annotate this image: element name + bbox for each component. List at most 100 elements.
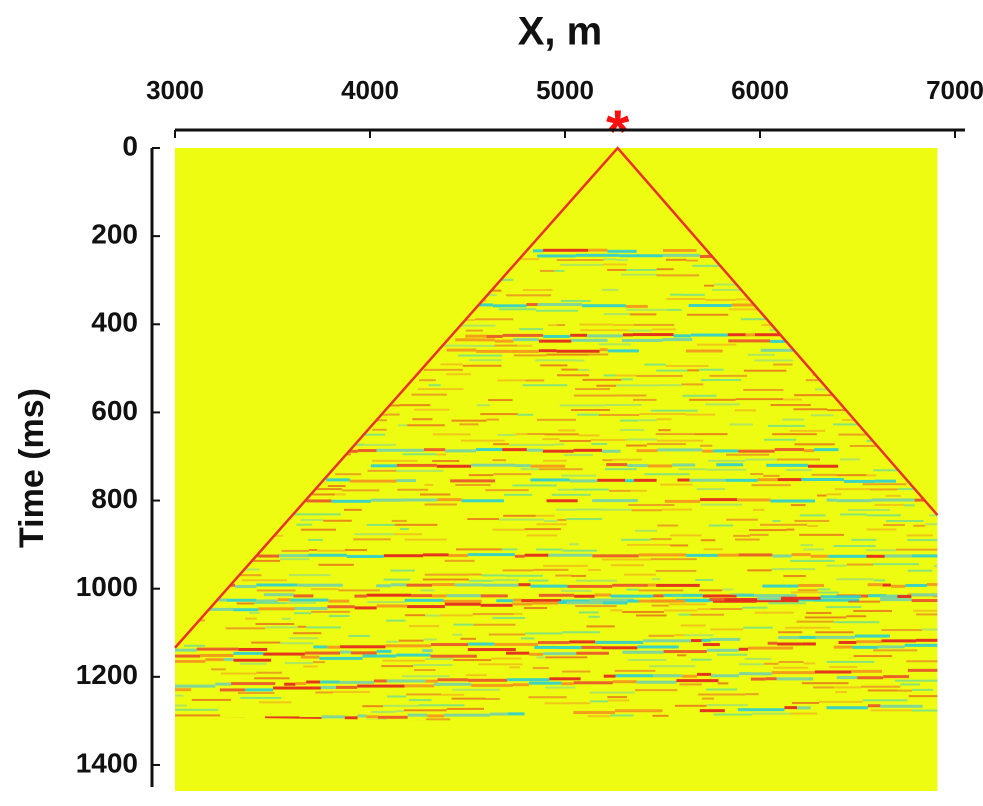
stripe [357, 449, 377, 453]
stripe [796, 620, 834, 623]
stripe [528, 579, 549, 582]
stripe [570, 408, 611, 411]
stripe [810, 414, 834, 417]
stripe [562, 549, 598, 552]
stripe [515, 433, 528, 436]
stripe [423, 553, 449, 557]
stripe [556, 646, 582, 650]
stripe [248, 611, 260, 614]
stripe [299, 488, 342, 491]
stripe [520, 637, 535, 640]
stripe [890, 584, 906, 588]
stripe [626, 268, 657, 271]
stripe [797, 589, 818, 592]
stripe [636, 374, 683, 377]
stripe [453, 623, 474, 626]
stripe [530, 584, 568, 588]
stripe [303, 665, 318, 668]
stripe [833, 544, 876, 547]
stripe [851, 669, 883, 673]
stripe [684, 634, 714, 637]
stripe [462, 364, 502, 367]
stripe [233, 658, 272, 662]
stripe [386, 619, 406, 622]
stripe [738, 449, 775, 453]
stripe [678, 613, 691, 616]
stripe [702, 643, 720, 647]
stripe [549, 677, 581, 681]
stripe [637, 645, 679, 649]
stripe [743, 388, 784, 391]
stripe [624, 573, 657, 576]
stripe [670, 293, 682, 296]
stripe [803, 449, 815, 453]
stripe [612, 583, 648, 587]
stripe [460, 439, 505, 442]
stripe [897, 595, 912, 599]
stripe [409, 625, 440, 628]
stripe [616, 259, 628, 262]
stripe [312, 661, 326, 664]
stripe [571, 338, 608, 342]
stripe [536, 656, 546, 659]
y-tick-label: 0 [122, 130, 138, 161]
stripe [680, 624, 706, 627]
stripe [491, 657, 522, 660]
stripe [777, 642, 802, 646]
stripe [849, 444, 887, 447]
stripe [843, 645, 853, 649]
stripe [716, 463, 744, 467]
stripe [560, 299, 591, 302]
stripe [332, 690, 371, 693]
stripe [492, 617, 526, 620]
stripe [650, 538, 672, 541]
stripe [662, 249, 697, 253]
stripe [453, 659, 492, 662]
stripe [281, 617, 291, 620]
stripe [881, 639, 917, 643]
stripe [439, 614, 473, 617]
stripe [376, 604, 408, 608]
stripe [621, 338, 663, 342]
stripe [430, 654, 477, 658]
stripe [678, 468, 706, 471]
stripe [867, 704, 881, 708]
stripe [833, 686, 862, 689]
stripe [492, 528, 525, 531]
stripe [655, 433, 695, 436]
stripe [485, 697, 500, 700]
stripe [867, 689, 897, 692]
stripe [526, 303, 538, 307]
stripe [323, 519, 352, 522]
stripe [428, 384, 441, 387]
stripe [636, 449, 658, 453]
stripe [739, 672, 752, 676]
stripe [562, 631, 600, 634]
stripe [488, 399, 513, 402]
stripe [685, 599, 710, 603]
stripe [936, 498, 938, 502]
stripe [573, 681, 613, 685]
stripe [488, 633, 526, 636]
stripe [767, 641, 778, 645]
stripe [399, 404, 431, 407]
stripe [404, 684, 435, 688]
stripe [674, 634, 685, 637]
stripe [509, 666, 520, 669]
stripe [419, 379, 436, 382]
stripe [648, 464, 673, 468]
stripe [700, 444, 713, 447]
stripe [348, 634, 371, 637]
stripe [716, 653, 748, 656]
stripe [480, 594, 508, 598]
stripe [319, 656, 363, 660]
stripe [394, 533, 423, 536]
stripe [459, 423, 479, 426]
stripe [525, 632, 563, 635]
stripe [783, 398, 802, 401]
stripe [607, 268, 627, 271]
stripe [538, 641, 570, 645]
stripe [677, 654, 687, 657]
stripe [801, 682, 849, 685]
stripe [826, 706, 868, 710]
